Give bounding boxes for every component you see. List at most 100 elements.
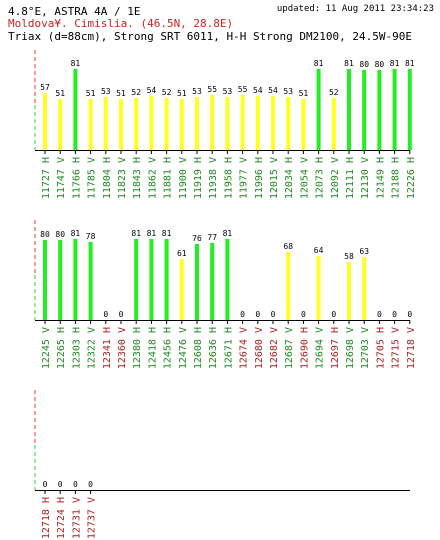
frequency-label: 12636 H: [208, 327, 219, 369]
signal-bar: [179, 259, 184, 320]
frequency-label: 12456 H: [163, 327, 174, 369]
frequency-label: 11785 V: [87, 157, 98, 199]
signal-bar: [58, 99, 63, 150]
value-label: 81: [147, 229, 157, 238]
frequency-label: 12690 H: [299, 327, 310, 369]
frequency-label: 12226 H: [406, 157, 417, 199]
signal-bar: [210, 243, 215, 320]
value-label: 81: [71, 229, 81, 238]
signal-bar: [134, 98, 139, 150]
value-label: 0: [58, 480, 63, 489]
value-label: 64: [314, 246, 324, 255]
frequency-label: 11996 H: [254, 157, 265, 199]
signal-bar: [225, 239, 230, 320]
signal-bar: [103, 97, 108, 150]
signal-bar: [58, 240, 63, 320]
frequency-label: 12341 H: [102, 327, 113, 369]
frequency-label: 11823 V: [117, 157, 128, 199]
frequency-label: 12737 V: [87, 497, 98, 539]
signal-bar: [88, 242, 93, 320]
value-label: 51: [55, 89, 65, 98]
signal-bar: [331, 98, 336, 150]
frequency-label: 12731 V: [71, 497, 82, 539]
signal-bar: [73, 69, 78, 150]
frequency-label: 12608 H: [193, 327, 204, 369]
frequency-label: 11766 H: [71, 157, 82, 199]
frequency-label: 12718 H: [41, 497, 52, 539]
value-label: 63: [359, 247, 369, 256]
value-label: 55: [238, 85, 248, 94]
value-label: 80: [55, 230, 65, 239]
frequency-label: 12322 V: [87, 327, 98, 369]
value-label: 52: [162, 88, 172, 97]
signal-bar: [362, 70, 367, 150]
frequency-label: 12418 H: [147, 327, 158, 369]
value-label: 81: [223, 229, 233, 238]
value-label: 53: [101, 87, 111, 96]
frequency-label: 12680 V: [254, 327, 265, 369]
value-label: 80: [359, 60, 369, 69]
value-label: 0: [301, 310, 306, 319]
frequency-label: 12705 H: [375, 327, 386, 369]
frequency-label: 12682 V: [269, 327, 280, 369]
value-label: 52: [131, 88, 141, 97]
signal-bar: [392, 69, 397, 150]
signal-bar: [301, 99, 306, 150]
signal-bar: [362, 257, 367, 320]
frequency-label: 11900 V: [178, 157, 189, 199]
value-label: 57: [40, 83, 50, 92]
value-label: 0: [119, 310, 124, 319]
signal-bar: [88, 99, 93, 150]
value-label: 0: [407, 310, 412, 319]
value-label: 58: [344, 252, 354, 261]
value-label: 51: [299, 89, 309, 98]
value-label: 81: [344, 59, 354, 68]
value-label: 81: [162, 229, 172, 238]
value-label: 0: [73, 480, 78, 489]
frequency-label: 12303 H: [71, 327, 82, 369]
frequency-label: 12188 H: [391, 157, 402, 199]
value-label: 0: [43, 480, 48, 489]
signal-bar: [134, 239, 139, 320]
value-label: 81: [390, 59, 400, 68]
signal-bar: [73, 239, 78, 320]
value-label: 0: [240, 310, 245, 319]
frequency-label: 11881 H: [163, 157, 174, 199]
value-label: 0: [271, 310, 276, 319]
value-label: 80: [375, 60, 385, 69]
value-label: 61: [177, 249, 187, 258]
frequency-label: 12073 H: [315, 157, 326, 199]
location-line: Moldova¥. Cimislia. (46.5N, 28.8E): [8, 17, 234, 30]
signal-bar: [316, 69, 321, 150]
value-label: 81: [405, 59, 415, 68]
signal-bar: [271, 96, 275, 150]
frequency-label: 11843 H: [132, 157, 143, 199]
frequency-label: 12130 V: [360, 157, 371, 199]
signal-bar: [210, 95, 215, 150]
value-label: 76: [192, 234, 202, 243]
value-label: 51: [86, 89, 96, 98]
frequency-label: 11938 V: [208, 157, 219, 199]
frequency-label: 12718 V: [406, 327, 417, 369]
frequency-label: 11727 H: [41, 157, 52, 199]
frequency-label: 12054 V: [299, 157, 310, 199]
frequency-label: 12687 V: [284, 327, 295, 369]
frequency-label: 11804 H: [102, 157, 113, 199]
signal-bar: [119, 99, 123, 150]
frequency-label: 11919 H: [193, 157, 204, 199]
value-label: 53: [192, 87, 202, 96]
value-label: 51: [177, 89, 187, 98]
value-label: 54: [253, 86, 263, 95]
signal-bar: [255, 96, 260, 150]
frequency-label: 11862 V: [147, 157, 158, 199]
value-label: 0: [88, 480, 93, 489]
signal-bar: [179, 99, 184, 150]
frequency-label: 12092 V: [330, 157, 341, 199]
signal-bar: [195, 97, 199, 150]
signal-bar: [195, 244, 199, 320]
satellite-title: 4.8°E, ASTRA 4A / 1E: [8, 5, 141, 18]
value-label: 78: [86, 232, 96, 241]
value-label: 54: [147, 86, 157, 95]
value-label: 80: [40, 230, 50, 239]
